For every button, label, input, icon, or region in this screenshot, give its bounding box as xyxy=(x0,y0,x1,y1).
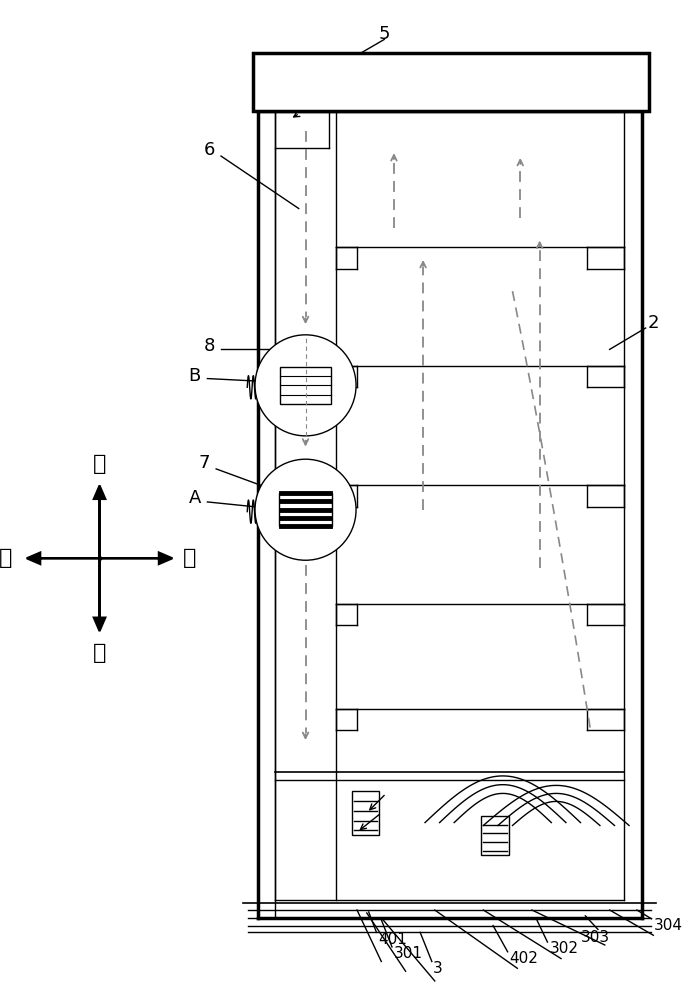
Text: B: B xyxy=(188,367,201,385)
Text: 7: 7 xyxy=(199,454,210,472)
Text: 401: 401 xyxy=(378,932,407,947)
FancyArrow shape xyxy=(26,552,99,564)
Text: 前: 前 xyxy=(183,548,197,568)
Text: 后: 后 xyxy=(0,548,12,568)
Bar xyxy=(352,791,379,835)
Bar xyxy=(253,53,649,111)
Text: A: A xyxy=(188,489,201,507)
Bar xyxy=(280,367,331,404)
Text: 8: 8 xyxy=(204,337,215,355)
Bar xyxy=(279,493,332,526)
Bar xyxy=(258,111,275,918)
FancyArrow shape xyxy=(94,485,106,558)
Circle shape xyxy=(255,459,356,560)
Bar xyxy=(482,816,509,855)
Text: 303: 303 xyxy=(580,930,610,945)
FancyArrow shape xyxy=(94,558,106,631)
Text: 2: 2 xyxy=(648,314,659,332)
Text: 上: 上 xyxy=(93,454,106,474)
Text: 301: 301 xyxy=(394,946,423,961)
Text: 402: 402 xyxy=(509,951,539,966)
Text: 302: 302 xyxy=(550,941,578,956)
Text: 6: 6 xyxy=(204,141,215,159)
Text: 5: 5 xyxy=(379,25,390,43)
FancyArrow shape xyxy=(99,552,172,564)
Text: 304: 304 xyxy=(653,918,682,933)
Text: 下: 下 xyxy=(93,643,106,663)
Text: 3: 3 xyxy=(433,961,443,976)
Circle shape xyxy=(255,335,356,436)
